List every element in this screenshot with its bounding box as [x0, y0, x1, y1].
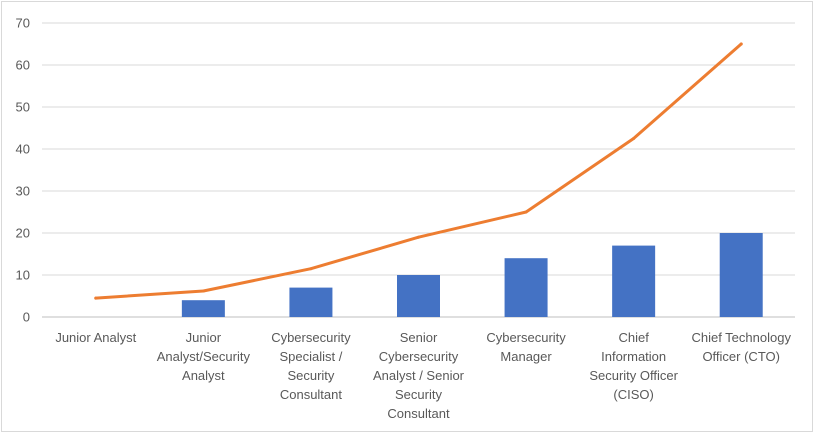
y-tick-label: 10 — [16, 268, 30, 283]
x-tick-label: Cybersecurity Specialist / Security Consult… — [271, 330, 351, 402]
x-tick-label: Junior Analyst/Security Analyst — [157, 330, 251, 383]
x-tick-label: Cybersecurity Manager — [486, 330, 566, 364]
y-tick-label: 40 — [16, 142, 30, 157]
line-point — [94, 296, 98, 300]
y-tick-label: 50 — [16, 100, 30, 115]
y-tick-label: 0 — [23, 310, 30, 325]
y-axis-ticks: 0 10 20 30 40 50 60 70 — [16, 16, 30, 325]
x-tick-label: Senior Cybersecurity Analyst / Senior Secur… — [373, 330, 465, 421]
line-point — [417, 235, 420, 239]
line-point — [739, 42, 743, 46]
line-point — [632, 137, 636, 140]
x-tick-label: Junior Analyst — [55, 330, 136, 345]
y-tick-label: 20 — [16, 226, 30, 241]
y-tick-label: 30 — [16, 184, 30, 199]
bar — [719, 233, 763, 317]
line-point — [524, 210, 528, 214]
y-tick-label: 60 — [16, 58, 30, 73]
bar — [397, 275, 440, 317]
gridlines — [42, 22, 795, 318]
bar — [181, 300, 225, 317]
line-point — [201, 289, 205, 293]
x-axis-labels: Junior Analyst Junior Analyst/Security Anal… — [55, 330, 791, 421]
line-series — [94, 42, 743, 300]
line-point — [309, 267, 313, 271]
x-tick-label: Chief Technology Officer (CTO) — [691, 330, 791, 364]
y-tick-label: 70 — [16, 16, 30, 31]
bar — [504, 258, 548, 317]
bar — [612, 245, 656, 317]
x-tick-label: Chief Information Security Officer (CISO) — [589, 330, 678, 402]
bar-series — [181, 233, 763, 317]
bar — [289, 287, 333, 317]
